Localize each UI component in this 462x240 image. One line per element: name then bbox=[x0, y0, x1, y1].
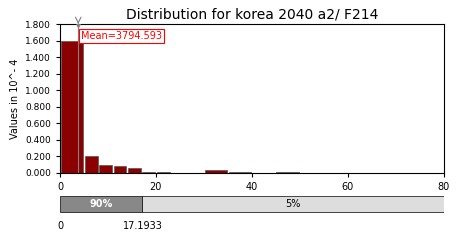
Text: 90%: 90% bbox=[90, 199, 113, 209]
Y-axis label: Values in 10^- 4: Values in 10^- 4 bbox=[10, 58, 19, 138]
Bar bbox=[229, 172, 251, 173]
Bar bbox=[157, 172, 170, 173]
Bar bbox=[142, 172, 155, 173]
Bar bbox=[205, 170, 227, 173]
Bar bbox=[85, 156, 97, 173]
Title: Distribution for korea 2040 a2/ F214: Distribution for korea 2040 a2/ F214 bbox=[126, 7, 378, 21]
Text: 0: 0 bbox=[57, 221, 63, 231]
Bar bbox=[142, 196, 444, 212]
Text: 5%: 5% bbox=[286, 199, 301, 209]
Bar bbox=[128, 168, 141, 173]
Bar bbox=[276, 172, 299, 173]
Text: 17.1933: 17.1933 bbox=[122, 221, 163, 231]
Text: Mean=3794.593: Mean=3794.593 bbox=[81, 31, 162, 41]
Bar bbox=[60, 196, 142, 212]
X-axis label: Values in Thousands: Values in Thousands bbox=[195, 197, 309, 207]
Bar bbox=[61, 41, 83, 173]
Bar bbox=[114, 166, 127, 173]
Bar bbox=[99, 165, 112, 173]
